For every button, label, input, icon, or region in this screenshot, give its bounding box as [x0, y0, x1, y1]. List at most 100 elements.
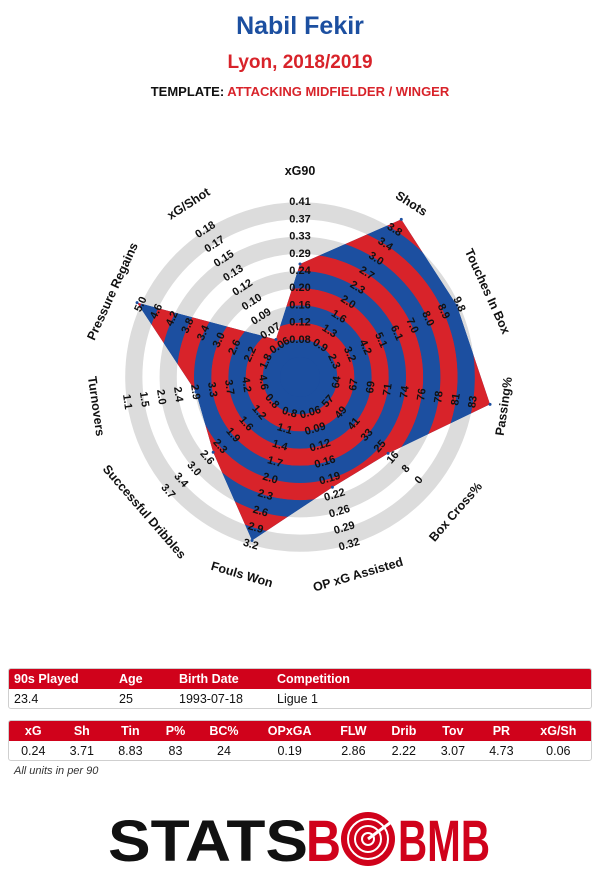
tick-label: 0.24 [289, 265, 311, 277]
tick-label: 0.12 [289, 317, 310, 329]
tick-label: 0.26 [328, 503, 352, 521]
tick-label: 2.9 [188, 384, 202, 401]
stats-value-row: 0.24 3.71 8.83 83 24 0.19 2.86 2.22 3.07… [9, 741, 591, 760]
tick-label: 4.2 [357, 338, 374, 357]
tick-label: 0.06 [299, 404, 323, 422]
tick-label: 2.3 [325, 352, 342, 371]
tick-label: 0.16 [313, 453, 337, 471]
player-name: Nabil Fekir [236, 12, 364, 40]
tick-label: 1.1 [120, 393, 134, 410]
stats-header: OPxGA [251, 721, 328, 741]
axis-label: Fouls Won [209, 559, 274, 590]
axis-label: Box Cross% [426, 480, 485, 545]
value-point [330, 485, 334, 489]
tick-label: 81 [449, 392, 463, 406]
tick-label: 0.16 [289, 299, 310, 311]
logo-text-left: STATS [108, 809, 308, 870]
info-table-wrap: 90s Played Age Birth Date Competition 23… [8, 668, 592, 709]
info-value: 25 [119, 691, 133, 706]
tick-label: 0.33 [289, 231, 310, 243]
value-point [399, 217, 403, 221]
info-header: Birth Date [174, 669, 272, 689]
value-point [386, 451, 390, 455]
tick-label: 3.7 [222, 379, 236, 396]
stats-value: 0.19 [277, 743, 302, 758]
tick-label: 1.8 [258, 352, 275, 371]
tick-label: 1.5 [137, 391, 151, 408]
tick-label: 2.6 [251, 504, 269, 520]
template-value: ATTACKING MIDFIELDER / WINGER [227, 84, 450, 99]
axis-label: Turnovers [85, 376, 107, 438]
tick-label: 67 [347, 378, 361, 392]
tick-label: 0.19 [318, 470, 342, 488]
tick-label: 3.8 [179, 316, 196, 335]
logo-target-icon [341, 812, 395, 866]
tick-label: 0.32 [337, 536, 361, 554]
stats-header: Tin [106, 721, 155, 741]
stats-value: 4.73 [489, 743, 514, 758]
stats-header: xG [9, 721, 58, 741]
stats-value: 3.07 [440, 743, 466, 758]
stats-header: FLW [327, 721, 380, 741]
stats-value: 24 [217, 743, 231, 758]
radar-band [262, 339, 338, 415]
value-point [250, 538, 254, 542]
stats-table: xG Sh Tin P% BC% OPxGA FLW Drib Tov PR x… [9, 721, 591, 760]
tick-label: 1.4 [271, 438, 290, 454]
value-point [298, 262, 302, 266]
tick-label: 2.3 [256, 487, 274, 503]
tick-label: 76 [415, 388, 429, 402]
stats-value: 3.71 [69, 743, 94, 758]
tick-label: 0.29 [332, 519, 356, 537]
radar-band [137, 219, 475, 541]
logo-letter-b: B [306, 809, 341, 870]
axis-label: Pressure Regains [84, 240, 141, 342]
stats-header: Drib [379, 721, 429, 741]
info-value: Ligue 1 [277, 691, 319, 706]
axis-label: xG/Shot [165, 184, 214, 222]
stats-value: 2.86 [341, 743, 366, 758]
tick-label: 3.2 [341, 345, 358, 364]
info-table: 90s Played Age Birth Date Competition 23… [9, 669, 591, 708]
info-header: 90s Played [9, 669, 114, 689]
value-point [455, 303, 459, 307]
info-value: 1993-07-18 [179, 691, 243, 706]
tick-label: 8.9 [435, 302, 452, 321]
tick-label: 1.7 [266, 454, 284, 470]
stats-value: 83 [168, 743, 183, 758]
tick-label: 3.2 [242, 537, 260, 553]
axis-label: Shots [393, 188, 430, 219]
tick-label: 78 [432, 390, 446, 404]
value-point [135, 301, 139, 305]
axis-label: Passing% [493, 376, 515, 436]
radar-band [194, 271, 407, 484]
tick-label: 74 [398, 384, 412, 399]
stats-table-wrap: xG Sh Tin P% BC% OPxGA FLW Drib Tov PR x… [8, 720, 592, 761]
tick-label: 0.22 [323, 486, 347, 504]
radar-chart: 0.080.120.160.200.240.290.330.370.41xG90… [84, 164, 515, 595]
tick-label: 7.0 [403, 316, 420, 335]
info-header: Age [114, 669, 174, 689]
tick-label: 5.1 [372, 331, 389, 350]
radar-band [211, 288, 389, 466]
value-point [274, 338, 278, 342]
axis-label: Touches In Box [462, 247, 513, 337]
stats-header-row: xG Sh Tin P% BC% OPxGA FLW Drib Tov PR x… [9, 721, 591, 741]
stats-value: 0.06 [546, 743, 571, 758]
tick-label: 6.1 [388, 324, 405, 343]
axis-label: OP xG Assisted [311, 555, 404, 595]
tick-label: 0.20 [289, 282, 310, 294]
template-line: TEMPLATE: ATTACKING MIDFIELDER / WINGER [0, 84, 600, 99]
tick-label: 4.2 [239, 376, 253, 393]
tick-label: 4.6 [256, 374, 270, 391]
tick-label: 4.2 [164, 309, 181, 328]
tick-label: 0.09 [303, 420, 327, 438]
stats-header: Sh [57, 721, 107, 741]
radar-band [245, 322, 355, 432]
tick-label: 83 [466, 395, 480, 409]
tick-label: 0.37 [289, 213, 310, 225]
value-point [194, 390, 198, 394]
radar-band [228, 305, 372, 449]
tick-label: 2.2 [242, 345, 259, 364]
tick-label: 2.0 [154, 389, 168, 406]
